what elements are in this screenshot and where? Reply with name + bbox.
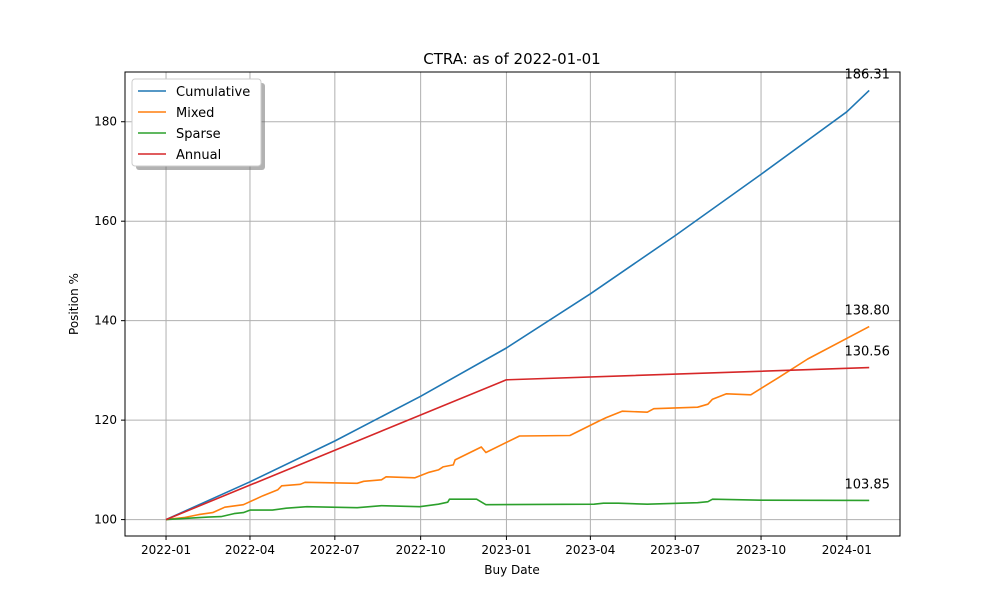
series-line-sparse: [165, 498, 870, 521]
x-tick-label: 2024-01: [822, 543, 872, 557]
x-tick-label: 2023-07: [650, 543, 700, 557]
x-tick-label: 2022-07: [310, 543, 360, 557]
grid: [125, 72, 900, 536]
y-tick-label: 100: [94, 513, 117, 527]
legend-label-annual: Annual: [176, 148, 221, 163]
y-tick-label: 140: [94, 314, 117, 328]
end-label-cumulative: 186.31: [844, 67, 890, 82]
series-lines: [165, 89, 870, 521]
end-value-labels: 186.31 138.80 103.85 130.56: [844, 67, 890, 492]
y-tick-label: 160: [94, 214, 117, 228]
series-line-cumulative: [165, 89, 870, 521]
x-tick-label: 2022-01: [141, 543, 191, 557]
y-axis-ticks: 100 120 140 160 180: [94, 115, 125, 527]
x-tick-label: 2023-01: [481, 543, 531, 557]
y-tick-label: 180: [94, 115, 117, 129]
legend-label-cumulative: Cumulative: [176, 85, 250, 100]
legend-label-sparse: Sparse: [176, 127, 221, 142]
legend: Cumulative Mixed Sparse Annual: [131, 78, 265, 170]
chart-title: CTRA: as of 2022-01-01: [423, 50, 600, 68]
x-tick-label: 2023-10: [736, 543, 786, 557]
plot-frame: [124, 71, 901, 537]
x-tick-label: 2022-10: [396, 543, 446, 557]
legend-box: [131, 78, 262, 167]
legend-label-mixed: Mixed: [176, 106, 214, 121]
x-tick-label: 2023-04: [565, 543, 615, 557]
y-tick-label: 120: [94, 413, 117, 427]
x-axis-ticks: 2022-01 2022-04 2022-07 2022-10 2023-01 2023-…: [141, 536, 872, 557]
end-label-mixed: 138.80: [844, 304, 890, 319]
y-axis-label: Position %: [67, 273, 81, 335]
x-axis-label: Buy Date: [484, 563, 539, 577]
end-label-annual: 130.56: [844, 345, 890, 360]
series-line-mixed: [165, 325, 870, 521]
x-tick-label: 2022-04: [225, 543, 275, 557]
series-line-annual: [165, 366, 870, 521]
end-label-sparse: 103.85: [844, 477, 890, 492]
